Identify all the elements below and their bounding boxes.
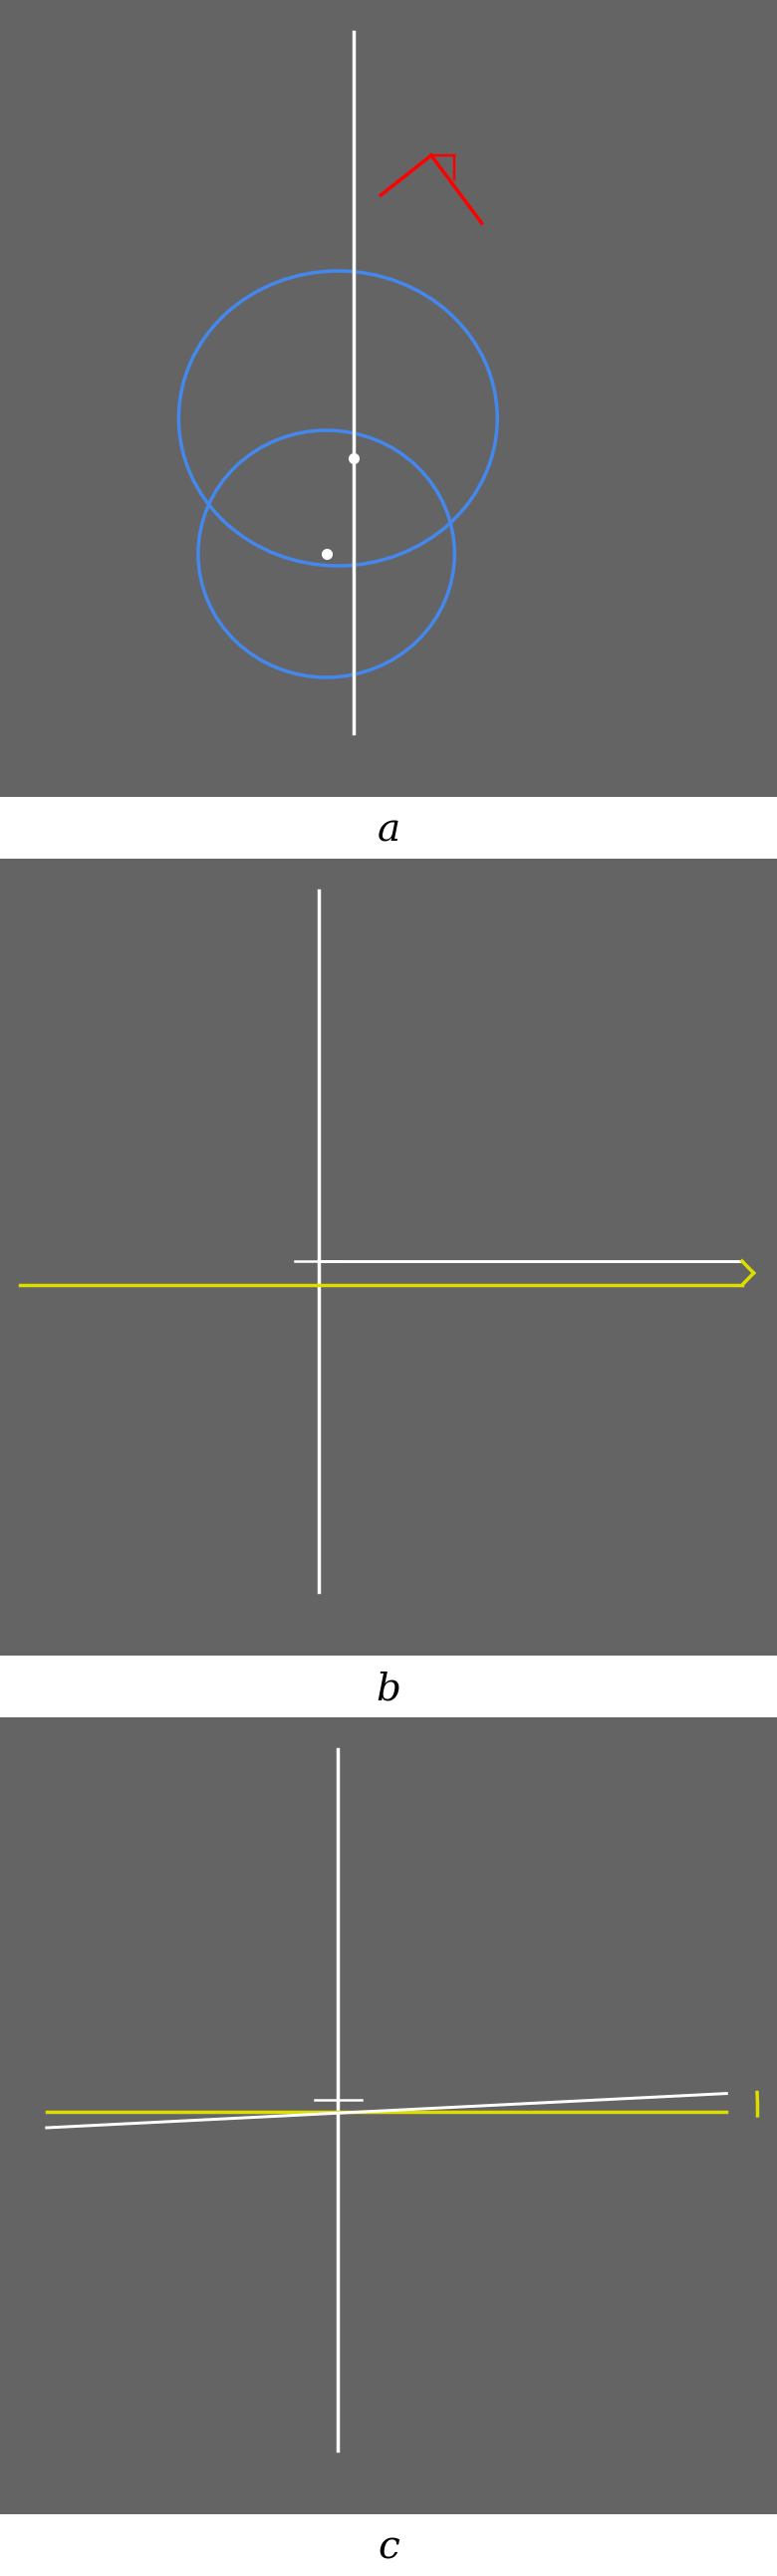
Text: c: c [378,2530,399,2566]
Text: b: b [376,1672,401,1708]
Text: a: a [377,811,400,850]
